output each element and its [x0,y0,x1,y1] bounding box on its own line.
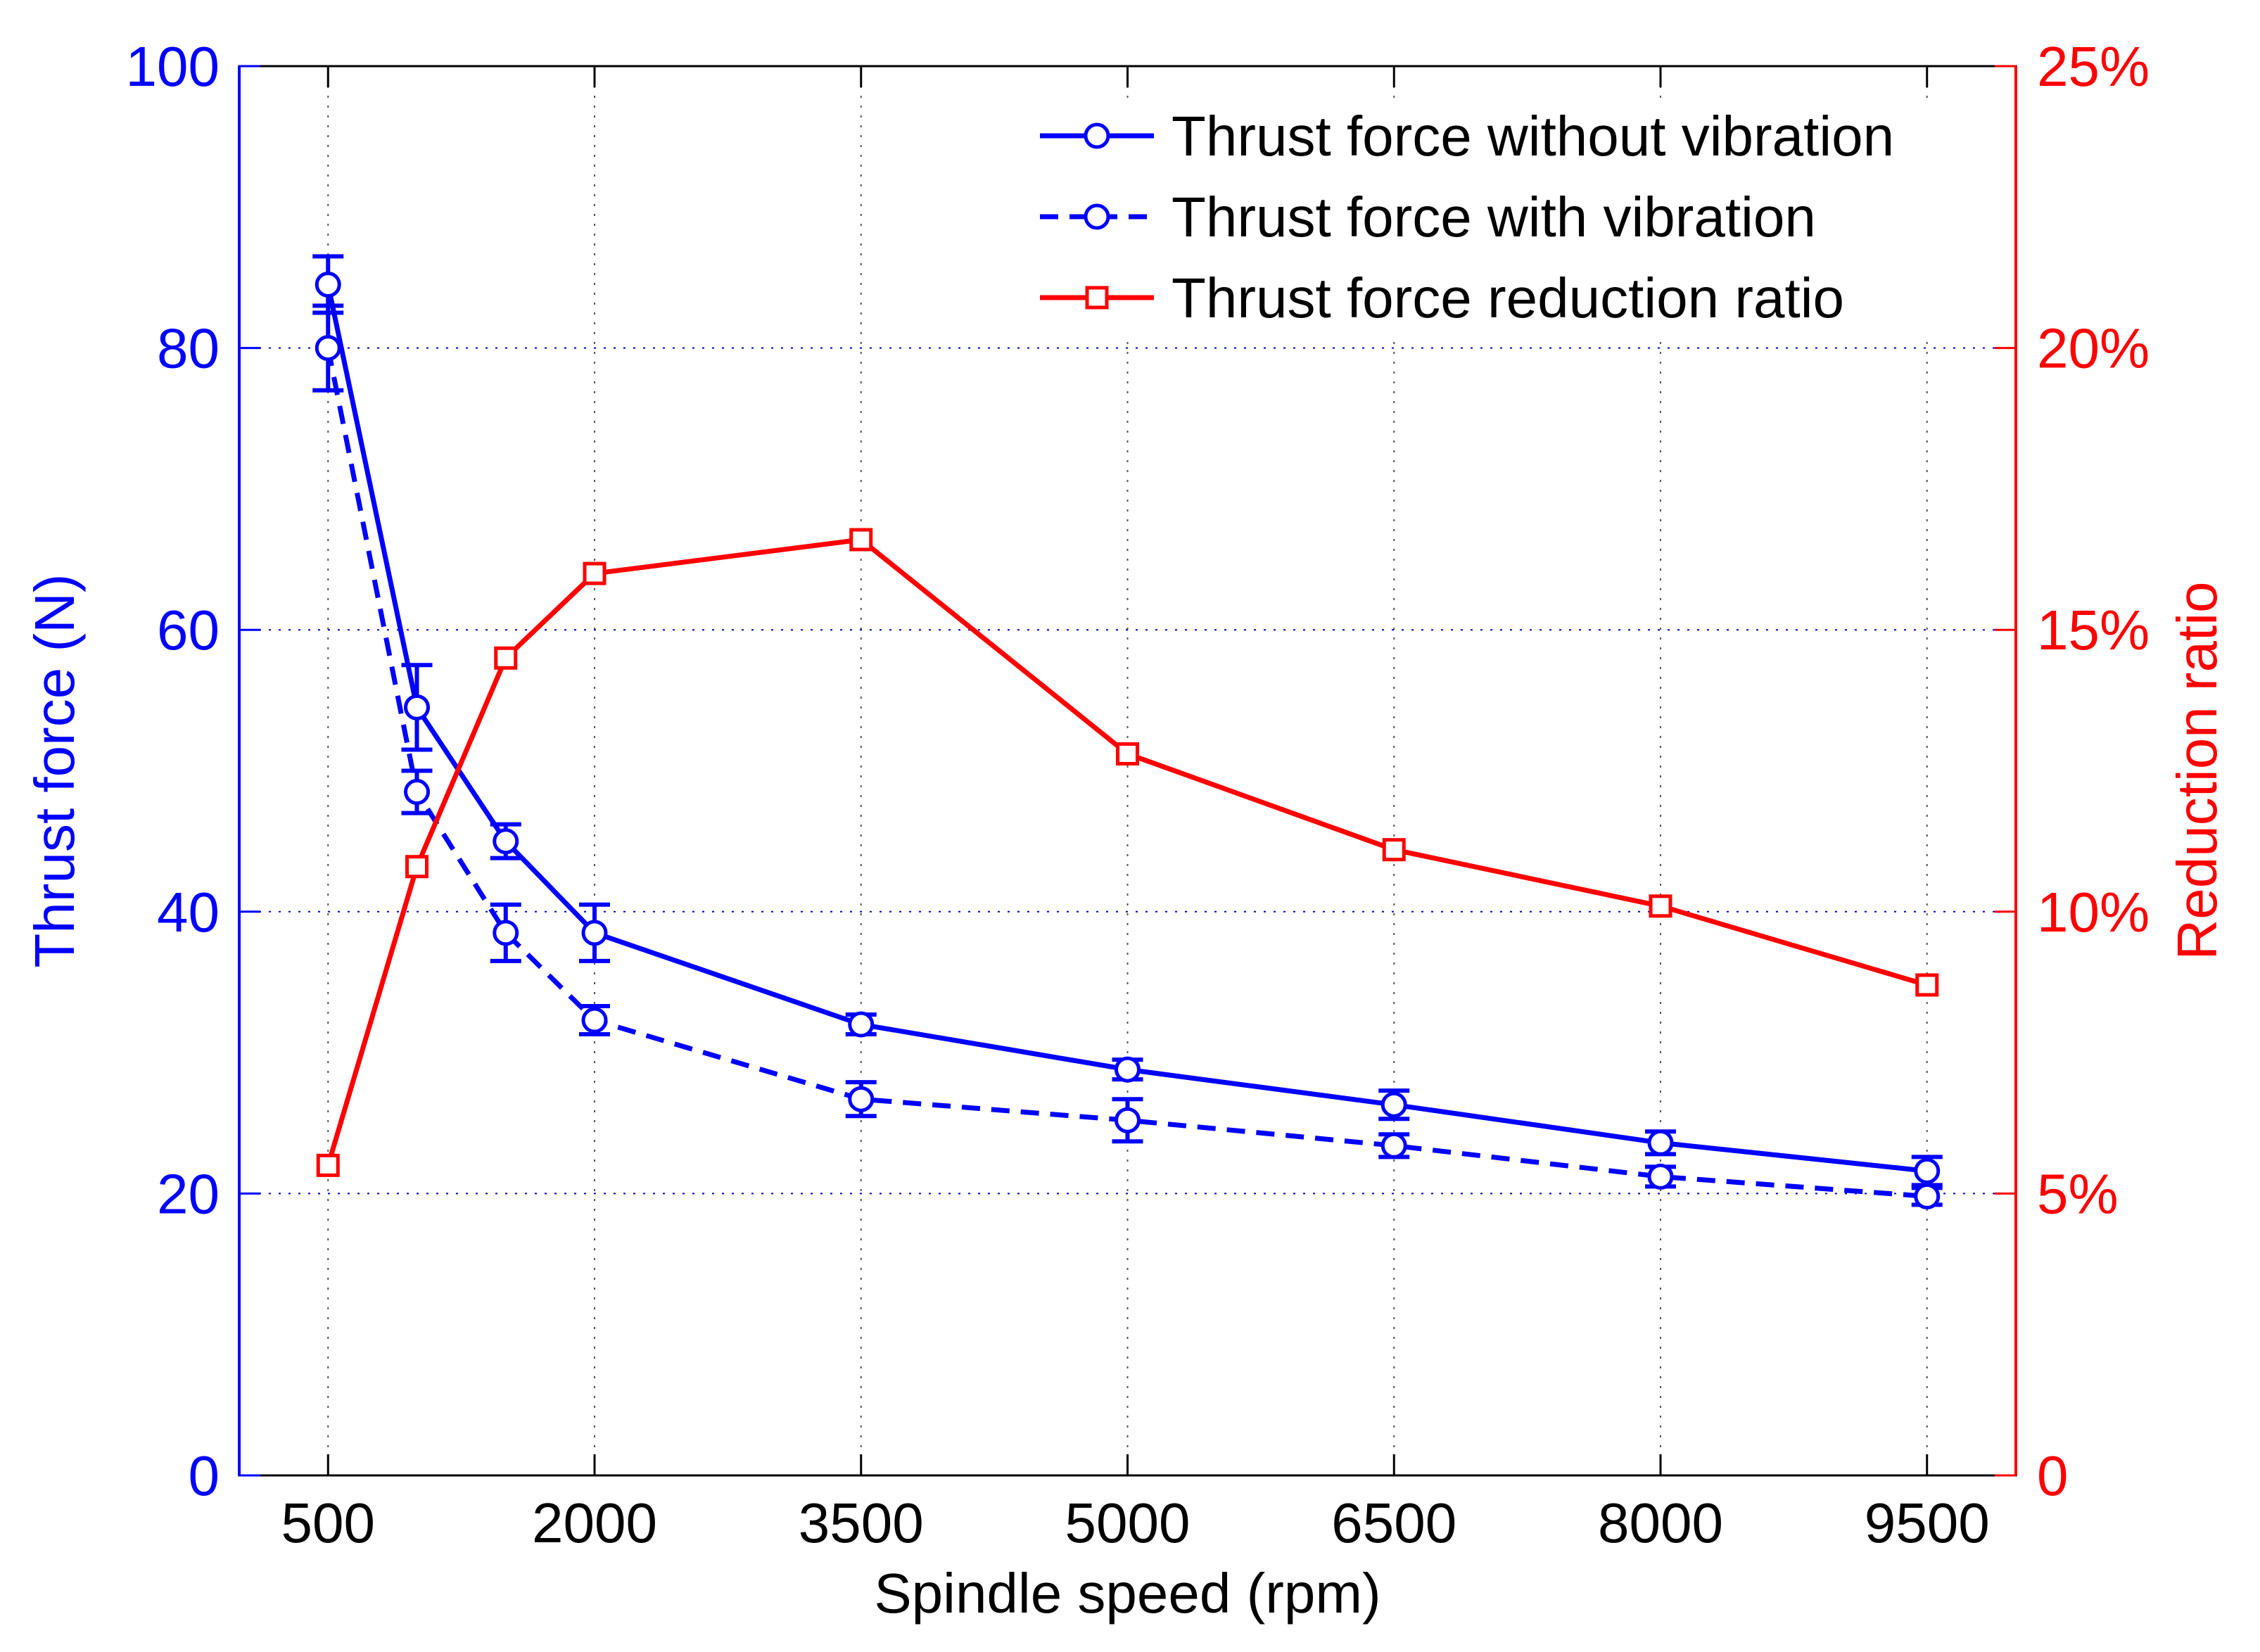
x-tick-label: 5000 [1065,1492,1191,1554]
data-point [316,1153,340,1177]
data-point [1116,742,1139,765]
y-right-tick-label: 0 [2037,1444,2069,1507]
data-point [1380,1091,1407,1118]
data-point [1914,1157,1941,1184]
y-right-tick-label: 25% [2037,35,2150,98]
data-point [1115,1056,1141,1083]
x-tick-label: 500 [281,1492,375,1554]
y-left-tick-label: 20 [157,1162,220,1225]
series-layer [312,254,1943,1209]
y-left-tick-label: 40 [157,881,220,943]
data-point [493,828,519,855]
data-point [493,920,519,946]
data-point [1115,1107,1141,1133]
data-point [581,920,608,946]
y-left-tick-label: 0 [189,1444,220,1507]
data-point [1915,973,1939,997]
data-point [583,561,607,585]
axes: 500 2000 3500 5000 6500 8000 9500 0 20 40 60 80 100 0… [126,35,2150,1554]
data-point [405,855,428,879]
data-point [581,1007,608,1034]
series-1 [312,303,1943,1209]
legend-label-without-vibration: Thrust force without vibration [1172,105,1894,167]
x-tick-label: 2000 [532,1492,657,1554]
series-0 [312,254,1943,1188]
series-2 [316,528,1939,1177]
legend-label-with-vibration: Thrust force with vibration [1172,186,1816,248]
x-tick-label: 8000 [1598,1492,1723,1554]
data-point [849,528,873,552]
y-left-tick-label: 60 [157,599,220,661]
x-tick-label: 3500 [799,1492,924,1554]
data-point [1914,1183,1941,1209]
x-axis-label: Spindle speed (rpm) [874,1562,1380,1625]
data-point [404,779,430,806]
data-point [404,694,430,720]
data-point [315,271,341,298]
y-right-tick-label: 10% [2037,881,2150,943]
y-left-tick-label: 80 [157,317,220,380]
x-tick-label: 9500 [1865,1492,1990,1554]
y-right-tick-label: 15% [2037,599,2150,661]
data-point [494,646,518,670]
legend-label-reduction-ratio: Thrust force reduction ratio [1172,267,1844,329]
legend-background [1034,99,2005,338]
data-point [1647,1163,1674,1190]
y-left-tick-label: 100 [126,35,220,98]
y-left-axis-label: Thrust force (N) [23,573,86,967]
data-point [1382,838,1406,862]
x-tick-label: 6500 [1331,1492,1456,1554]
legend-marker [1084,203,1110,230]
y-right-tick-label: 5% [2037,1162,2119,1225]
data-point [315,335,341,362]
y-right-tick-label: 20% [2037,317,2150,380]
data-point [1649,894,1672,918]
legend-marker [1084,122,1110,149]
data-point [848,1086,875,1112]
data-point [1647,1129,1674,1156]
legend: Thrust force without vibration Thrust fo… [1034,99,2005,338]
data-point [848,1011,875,1038]
data-point [1380,1132,1407,1159]
y-right-axis-label: Reduction ratio [2166,581,2228,960]
legend-marker [1085,286,1109,310]
